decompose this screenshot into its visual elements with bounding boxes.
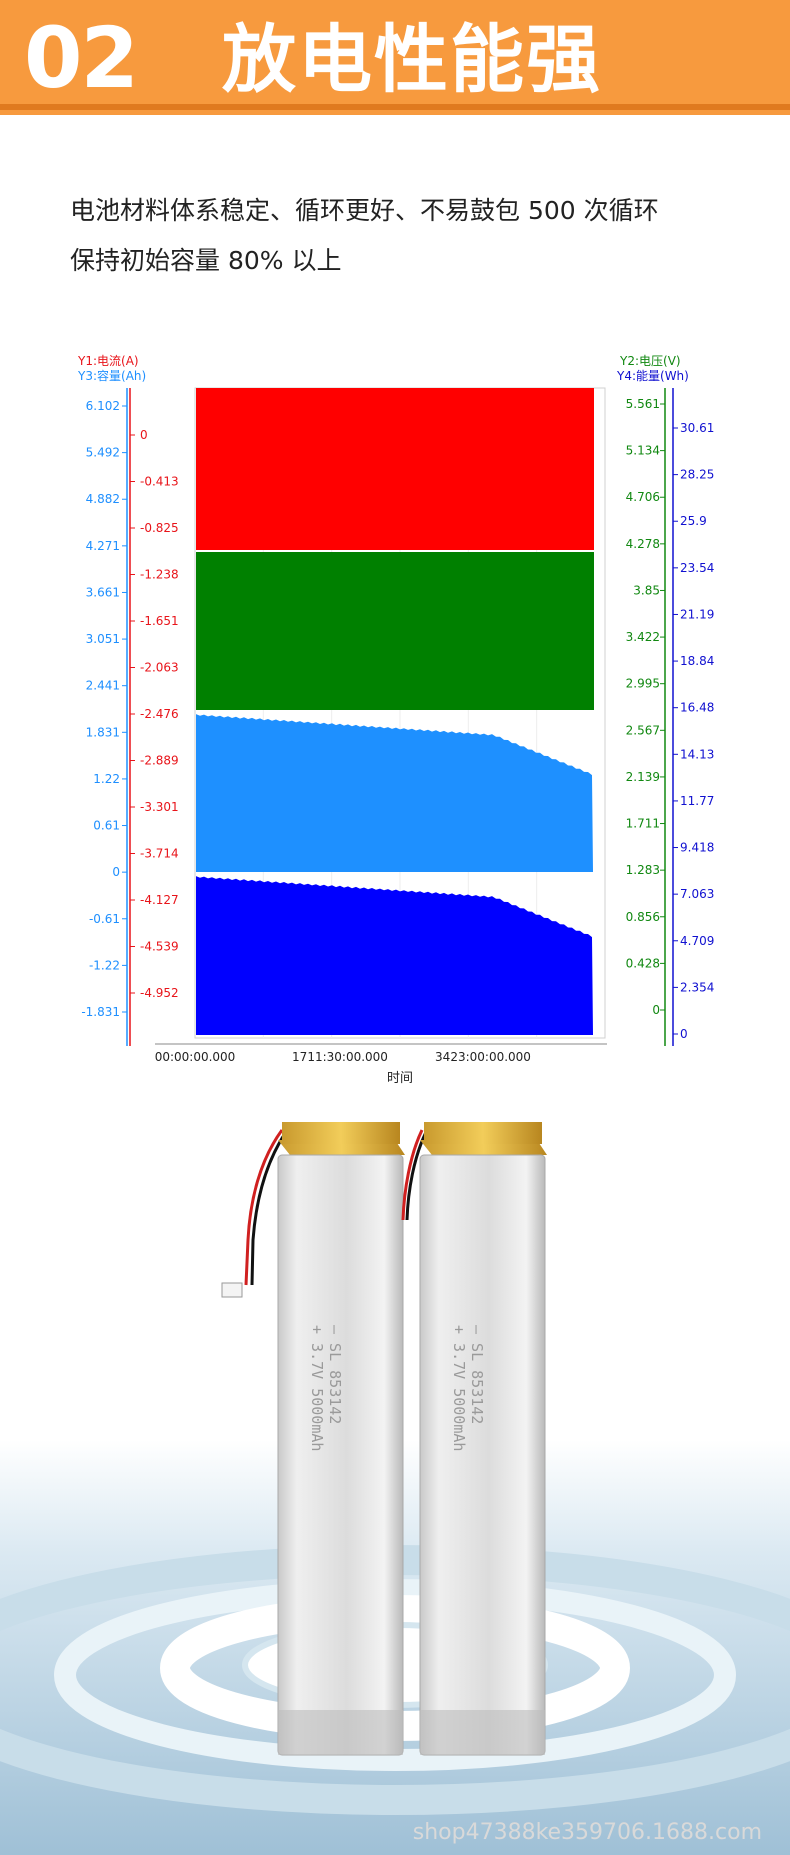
- y3-axis-tick-label: 4.882: [86, 492, 120, 506]
- y2-axis-tick-label: 0.856: [626, 910, 660, 924]
- y1-axis-tick-label: 0: [140, 428, 148, 442]
- y4-axis-tick-label: 4.709: [680, 934, 714, 948]
- y3-axis-tick-label: 0.61: [93, 819, 120, 833]
- y2-axis-tick-label: 5.134: [626, 444, 660, 458]
- y1-axis-tick-label: -3.301: [140, 800, 179, 814]
- y2-axis-tick-label: 4.278: [626, 537, 660, 551]
- battery-left: — SL 853142 + 3.7V 5000mAh: [221, 1122, 405, 1756]
- y4-axis-tick-label: 25.9: [680, 514, 707, 528]
- y1-axis-tick-label: -4.539: [140, 940, 179, 954]
- x-tick-label: 00:00:00.000: [155, 1050, 236, 1064]
- svg-text:— SL 853142: — SL 853142: [326, 1325, 344, 1424]
- y3-axis-tick-label: -1.22: [89, 958, 120, 972]
- y4-axis-tick-label: 30.61: [680, 421, 714, 435]
- y2-axis-tick-label: 2.567: [626, 723, 660, 737]
- y3-axis-tick-label: 1.22: [93, 772, 120, 786]
- y1-axis-tick-label: -3.714: [140, 847, 179, 861]
- description-line-1: 电池材料体系稳定、循环更好、不易鼓包 500 次循环: [70, 196, 659, 225]
- y4-axis-label: Y4:能量(Wh): [616, 369, 689, 383]
- section-number: 02: [24, 9, 139, 107]
- series-area-2: [196, 552, 594, 710]
- y2-axis-tick-label: 3.422: [626, 630, 660, 644]
- y3-axis-tick-label: 1.831: [86, 725, 120, 739]
- y3-axis-tick-label: -1.831: [81, 1005, 120, 1019]
- y4-axis-tick-label: 16.48: [680, 701, 714, 715]
- header-banner: 02 放电性能强: [0, 0, 790, 115]
- y3-axis-tick-label: -0.61: [89, 912, 120, 926]
- y3-axis-tick-label: 3.661: [86, 585, 120, 599]
- y4-axis-tick-label: 11.77: [680, 794, 714, 808]
- y4-axis-tick-label: 0: [680, 1027, 688, 1041]
- y4-axis-tick-label: 9.418: [680, 841, 714, 855]
- y1-axis-tick-label: -2.889: [140, 754, 179, 768]
- y1-axis-tick-label: -2.476: [140, 707, 179, 721]
- y1-axis-tick-label: -4.127: [140, 893, 179, 907]
- x-axis-label: 时间: [387, 1071, 413, 1085]
- battery-product-photo: — SL 853142 + 3.7V 5000mAh — SL 853142 +…: [0, 1100, 790, 1855]
- y2-axis-tick-label: 4.706: [626, 490, 660, 504]
- section-title: 放电性能强: [222, 17, 602, 103]
- y2-axis-tick-label: 0.428: [626, 956, 660, 970]
- y1-axis-tick-label: -0.413: [140, 475, 179, 489]
- y3-axis-tick-label: 3.051: [86, 632, 120, 646]
- banner-underline: [0, 104, 790, 110]
- y4-axis-tick-label: 23.54: [680, 561, 714, 575]
- battery-right: — SL 853142 + 3.7V 5000mAh: [401, 1122, 547, 1756]
- y2-axis-tick-label: 0: [652, 1003, 660, 1017]
- series-area-3: [196, 714, 593, 872]
- description: 电池材料体系稳定、循环更好、不易鼓包 500 次循环 保持初始容量 80% 以上: [70, 186, 770, 286]
- y1-axis-label: Y1:电流(A): [77, 354, 139, 368]
- x-tick-label: 1711:30:00.000: [292, 1050, 388, 1064]
- y1-axis-tick-label: -2.063: [140, 661, 179, 675]
- y2-axis-tick-label: 5.561: [626, 397, 660, 411]
- y1-axis-tick-label: -1.651: [140, 614, 179, 628]
- x-tick-label: 3423:00:00.000: [435, 1050, 531, 1064]
- series-area-1: [196, 388, 594, 550]
- y3-axis-tick-label: 2.441: [86, 679, 120, 693]
- y3-axis-tick-label: 6.102: [86, 399, 120, 413]
- y4-axis-tick-label: 18.84: [680, 654, 714, 668]
- svg-text:+ 3.7V 5000mAh: + 3.7V 5000mAh: [308, 1325, 326, 1451]
- y1-axis-tick-label: -0.825: [140, 521, 179, 535]
- y2-axis-tick-label: 3.85: [633, 583, 660, 597]
- y3-axis-tick-label: 0: [112, 865, 120, 879]
- y4-axis-tick-label: 21.19: [680, 607, 714, 621]
- y3-axis-tick-label: 4.271: [86, 539, 120, 553]
- y1-axis-tick-label: -1.238: [140, 568, 179, 582]
- y4-axis-tick-label: 14.13: [680, 747, 714, 761]
- discharge-chart: 6.102 5.492 4.882 4.271 3.661 3.051 2.441 1.831…: [77, 354, 714, 1085]
- y4-axis-tick-label: 2.354: [680, 980, 714, 994]
- y3-axis-tick-label: 5.492: [86, 446, 120, 460]
- y3-axis-label: Y3:容量(Ah): [77, 368, 146, 383]
- svg-text:— SL 853142: — SL 853142: [468, 1325, 486, 1424]
- y4-axis-tick-label: 7.063: [680, 887, 714, 901]
- watermark: shop47388ke359706.1688.com: [412, 1820, 762, 1845]
- svg-text:+ 3.7V 5000mAh: + 3.7V 5000mAh: [450, 1325, 468, 1451]
- y2-axis-tick-label: 1.283: [626, 863, 660, 877]
- series-area-4: [196, 876, 593, 1035]
- y2-axis-label: Y2:电压(V): [619, 354, 681, 368]
- y4-axis-tick-label: 28.25: [680, 468, 714, 482]
- y1-axis-tick-label: -4.952: [140, 986, 179, 1000]
- y2-axis-tick-label: 2.139: [626, 770, 660, 784]
- y2-axis-tick-label: 2.995: [626, 677, 660, 691]
- y2-axis-tick-label: 1.711: [626, 817, 660, 831]
- description-line-2: 保持初始容量 80% 以上: [70, 246, 342, 275]
